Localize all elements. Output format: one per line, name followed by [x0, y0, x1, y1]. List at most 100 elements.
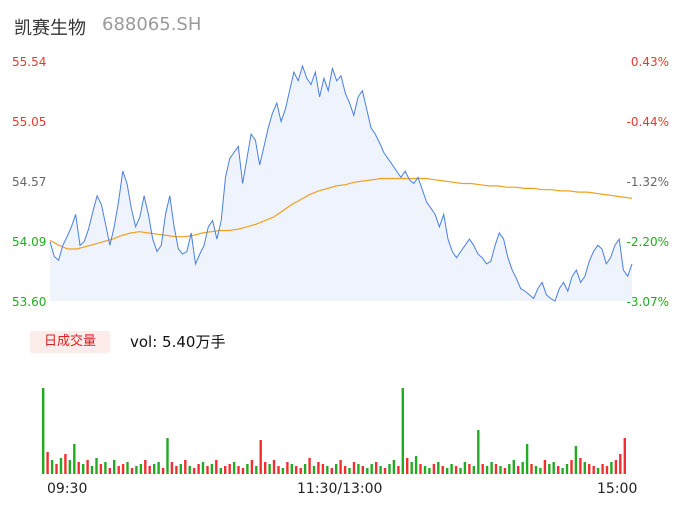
- time-tick-open: 09:30: [47, 481, 88, 497]
- volume-bar: [503, 468, 507, 474]
- volume-bar: [130, 468, 134, 474]
- volume-bar: [494, 464, 498, 474]
- pct-tick: -0.44%: [626, 115, 669, 129]
- price-tick: 54.09: [12, 235, 47, 249]
- volume-bar: [117, 466, 120, 474]
- volume-bar: [246, 464, 249, 474]
- volume-bar: [397, 466, 400, 474]
- volume-bar: [206, 466, 209, 474]
- volume-bar: [388, 464, 391, 474]
- volume-bar: [414, 456, 418, 474]
- volume-bar: [210, 464, 214, 474]
- volume-bar: [148, 466, 151, 474]
- volume-badge[interactable]: 日成交量: [30, 331, 110, 353]
- volume-bar: [170, 462, 174, 474]
- volume-bar: [552, 462, 555, 474]
- volume-bar: [99, 464, 103, 474]
- volume-bar: [264, 462, 267, 474]
- volume-bar: [317, 462, 320, 474]
- pct-tick: -2.20%: [626, 235, 669, 249]
- stock-code: 688065.SH: [102, 14, 202, 35]
- volume-bar: [539, 468, 542, 474]
- volume-bar: [255, 466, 258, 474]
- volume-bar: [583, 462, 586, 474]
- volume-bar: [557, 466, 560, 474]
- time-tick-mid: 11:30/13:00: [297, 481, 383, 497]
- volume-bar: [232, 462, 236, 474]
- volume-bar: [86, 460, 89, 474]
- volume-bar: [219, 468, 222, 474]
- volume-bar: [508, 464, 511, 474]
- volume-bar: [64, 454, 67, 474]
- time-tick-close: 15:00: [597, 481, 638, 497]
- pct-tick: -3.07%: [626, 295, 669, 309]
- volume-bar: [472, 466, 475, 474]
- volume-bar: [95, 458, 98, 474]
- volume-bar: [281, 468, 285, 474]
- volume-bar: [272, 460, 276, 474]
- volume-bar: [428, 468, 431, 474]
- volume-bar: [610, 462, 613, 474]
- volume-bar: [326, 466, 329, 474]
- volume-bar: [197, 464, 200, 474]
- volume-bar: [308, 458, 311, 474]
- stock-name: 凯赛生物: [14, 18, 86, 39]
- volume-bar: [459, 468, 462, 474]
- volume-bar: [481, 464, 484, 474]
- volume-bar: [565, 464, 569, 474]
- volume-bar: [561, 468, 564, 474]
- volume-bar: [179, 464, 182, 474]
- price-tick: 55.05: [12, 115, 47, 129]
- volume-bar: [215, 460, 218, 474]
- volume-bar: [450, 464, 453, 474]
- volume-bar: [312, 466, 316, 474]
- volume-bar: [605, 466, 609, 474]
- volume-bar: [50, 460, 54, 474]
- volume-bar: [42, 388, 45, 474]
- volume-bar: [55, 464, 58, 474]
- volume-bar: [401, 388, 404, 474]
- volume-bar: [406, 458, 409, 474]
- volume-bar: [348, 468, 351, 474]
- volume-bar: [330, 468, 333, 474]
- volume-bar: [343, 466, 347, 474]
- volume-bar: [614, 460, 618, 474]
- average-price-line: [49, 177, 633, 250]
- volume-bar: [166, 438, 169, 474]
- volume-bar: [121, 464, 125, 474]
- price-line: [49, 64, 633, 302]
- volume-bar: [175, 466, 178, 474]
- volume-bar: [370, 464, 373, 474]
- volume-bars: [42, 388, 626, 474]
- volume-bar: [499, 466, 502, 474]
- volume-bar: [303, 464, 307, 474]
- volume-bar: [335, 464, 338, 474]
- volume-bar: [366, 468, 369, 474]
- volume-bar: [250, 460, 254, 474]
- volume-bar: [46, 452, 49, 474]
- volume-bar: [392, 460, 396, 474]
- volume-bar: [299, 468, 302, 474]
- volume-bar: [237, 466, 240, 474]
- volume-bar: [361, 466, 364, 474]
- volume-bar: [579, 458, 582, 474]
- volume-bar: [379, 466, 382, 474]
- volume-bar: [592, 466, 595, 474]
- volume-bar: [188, 466, 191, 474]
- price-tick: 54.57: [12, 175, 47, 189]
- volume-bar: [375, 462, 378, 474]
- volume-bar: [339, 460, 342, 474]
- volume-bar: [108, 468, 111, 474]
- volume-bar: [623, 438, 626, 474]
- volume-bar: [485, 466, 489, 474]
- volume-bar: [73, 444, 76, 474]
- volume-bar: [290, 464, 293, 474]
- volume-bar: [268, 464, 271, 474]
- volume-bar: [574, 446, 578, 474]
- volume-bar: [77, 462, 80, 474]
- volume-bar: [463, 462, 467, 474]
- volume-bar: [352, 462, 356, 474]
- price-tick: 53.60: [12, 295, 47, 309]
- volume-bar: [477, 430, 480, 474]
- volume-bar: [596, 468, 600, 474]
